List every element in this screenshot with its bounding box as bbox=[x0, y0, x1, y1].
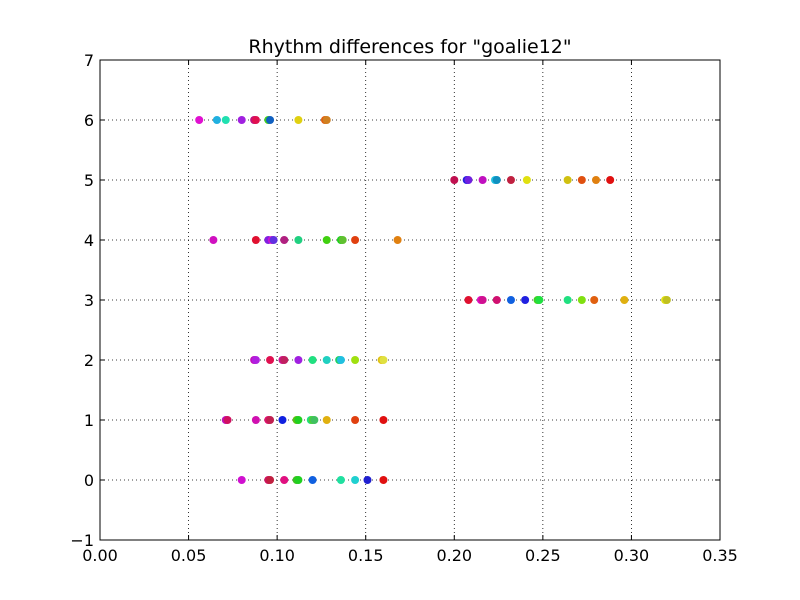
data-point bbox=[251, 356, 260, 364]
data-point bbox=[266, 416, 275, 424]
data-point bbox=[237, 476, 246, 484]
data-point bbox=[322, 356, 331, 364]
x-tick-label: 0.00 bbox=[82, 546, 118, 565]
data-point bbox=[266, 356, 275, 364]
data-point bbox=[221, 116, 230, 124]
data-point bbox=[478, 176, 487, 184]
data-point bbox=[322, 416, 331, 424]
data-point bbox=[294, 356, 303, 364]
y-tick-label: 2 bbox=[84, 351, 94, 370]
data-point bbox=[577, 296, 586, 304]
data-point bbox=[363, 476, 372, 484]
data-point bbox=[294, 476, 303, 484]
data-point bbox=[237, 116, 246, 124]
data-point bbox=[322, 116, 331, 124]
data-point bbox=[521, 296, 530, 304]
data-point bbox=[492, 176, 501, 184]
data-point bbox=[506, 296, 515, 304]
data-point bbox=[662, 296, 671, 304]
data-point bbox=[464, 296, 473, 304]
data-point bbox=[322, 236, 331, 244]
data-point bbox=[351, 476, 360, 484]
data-point bbox=[269, 236, 278, 244]
y-tick-labels: −1 0 1 2 3 4 5 6 7 bbox=[70, 51, 94, 550]
data-point bbox=[379, 476, 388, 484]
x-tick-label: 0.35 bbox=[702, 546, 738, 565]
y-tick-label: 0 bbox=[84, 471, 94, 490]
data-point bbox=[310, 416, 319, 424]
data-point bbox=[251, 416, 260, 424]
data-point bbox=[251, 236, 260, 244]
data-point bbox=[379, 416, 388, 424]
data-point bbox=[308, 356, 317, 364]
data-point bbox=[251, 116, 260, 124]
data-point bbox=[590, 296, 599, 304]
y-tick-label: 5 bbox=[84, 171, 94, 190]
chart-title: Rhythm differences for "goalie12" bbox=[248, 36, 571, 58]
data-point bbox=[308, 476, 317, 484]
data-point bbox=[393, 236, 402, 244]
data-point bbox=[195, 116, 204, 124]
data-point bbox=[522, 176, 531, 184]
data-point bbox=[266, 476, 275, 484]
x-tick-label: 0.20 bbox=[436, 546, 472, 565]
x-tick-label: 0.15 bbox=[348, 546, 384, 565]
x-tick-label: 0.10 bbox=[259, 546, 295, 565]
x-tick-label: 0.05 bbox=[171, 546, 207, 565]
y-tick-label: 6 bbox=[84, 111, 94, 130]
data-point bbox=[294, 116, 303, 124]
x-tick-label: 0.25 bbox=[525, 546, 561, 565]
data-point bbox=[606, 176, 615, 184]
data-points bbox=[195, 116, 671, 484]
y-tick-label: 7 bbox=[84, 51, 94, 70]
grid-lines bbox=[100, 60, 720, 540]
data-point bbox=[478, 296, 487, 304]
data-point bbox=[492, 296, 501, 304]
data-point bbox=[620, 296, 629, 304]
data-point bbox=[450, 176, 459, 184]
data-point bbox=[278, 416, 287, 424]
data-point bbox=[209, 236, 218, 244]
data-point bbox=[563, 296, 572, 304]
data-point bbox=[212, 116, 221, 124]
data-point bbox=[464, 176, 473, 184]
data-point bbox=[336, 356, 345, 364]
x-tick-label: 0.30 bbox=[614, 546, 650, 565]
data-point bbox=[351, 236, 360, 244]
axis-ticks bbox=[99, 59, 721, 541]
data-point bbox=[563, 176, 572, 184]
data-point bbox=[577, 176, 586, 184]
data-point bbox=[280, 476, 289, 484]
data-point bbox=[294, 236, 303, 244]
data-point bbox=[280, 356, 289, 364]
data-point bbox=[592, 176, 600, 184]
data-point bbox=[351, 356, 360, 364]
data-point bbox=[280, 236, 289, 244]
data-point bbox=[223, 416, 232, 424]
y-tick-label: 4 bbox=[84, 231, 94, 250]
data-point bbox=[379, 356, 388, 364]
y-tick-label: −1 bbox=[70, 531, 94, 550]
data-point bbox=[266, 116, 275, 124]
data-point bbox=[506, 176, 515, 184]
y-tick-label: 3 bbox=[84, 291, 94, 310]
y-tick-label: 1 bbox=[84, 411, 94, 430]
data-point bbox=[535, 296, 544, 304]
x-tick-labels: 0.00 0.05 0.10 0.15 0.20 0.25 0.30 0.35 bbox=[82, 546, 738, 565]
data-point bbox=[336, 476, 345, 484]
data-point bbox=[338, 236, 347, 244]
data-point bbox=[351, 416, 360, 424]
data-point bbox=[294, 416, 303, 424]
